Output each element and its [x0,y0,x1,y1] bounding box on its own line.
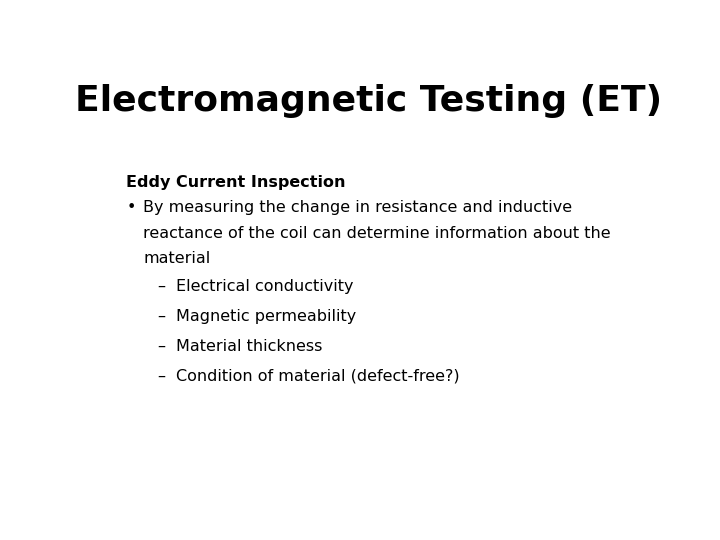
Text: Electromagnetic Testing (ET): Electromagnetic Testing (ET) [76,84,662,118]
Text: Eddy Current Inspection: Eddy Current Inspection [126,175,346,190]
Text: –: – [157,309,165,324]
Text: –: – [157,339,165,354]
Text: Material thickness: Material thickness [176,339,323,354]
Text: –: – [157,369,165,384]
Text: Condition of material (defect-free?): Condition of material (defect-free?) [176,369,460,384]
Text: –: – [157,279,165,294]
Text: •: • [126,200,135,215]
Text: Electrical conductivity: Electrical conductivity [176,279,354,294]
Text: reactance of the coil can determine information about the: reactance of the coil can determine info… [143,226,611,241]
Text: material: material [143,252,210,267]
Text: Magnetic permeability: Magnetic permeability [176,309,356,324]
Text: By measuring the change in resistance and inductive: By measuring the change in resistance an… [143,200,572,215]
